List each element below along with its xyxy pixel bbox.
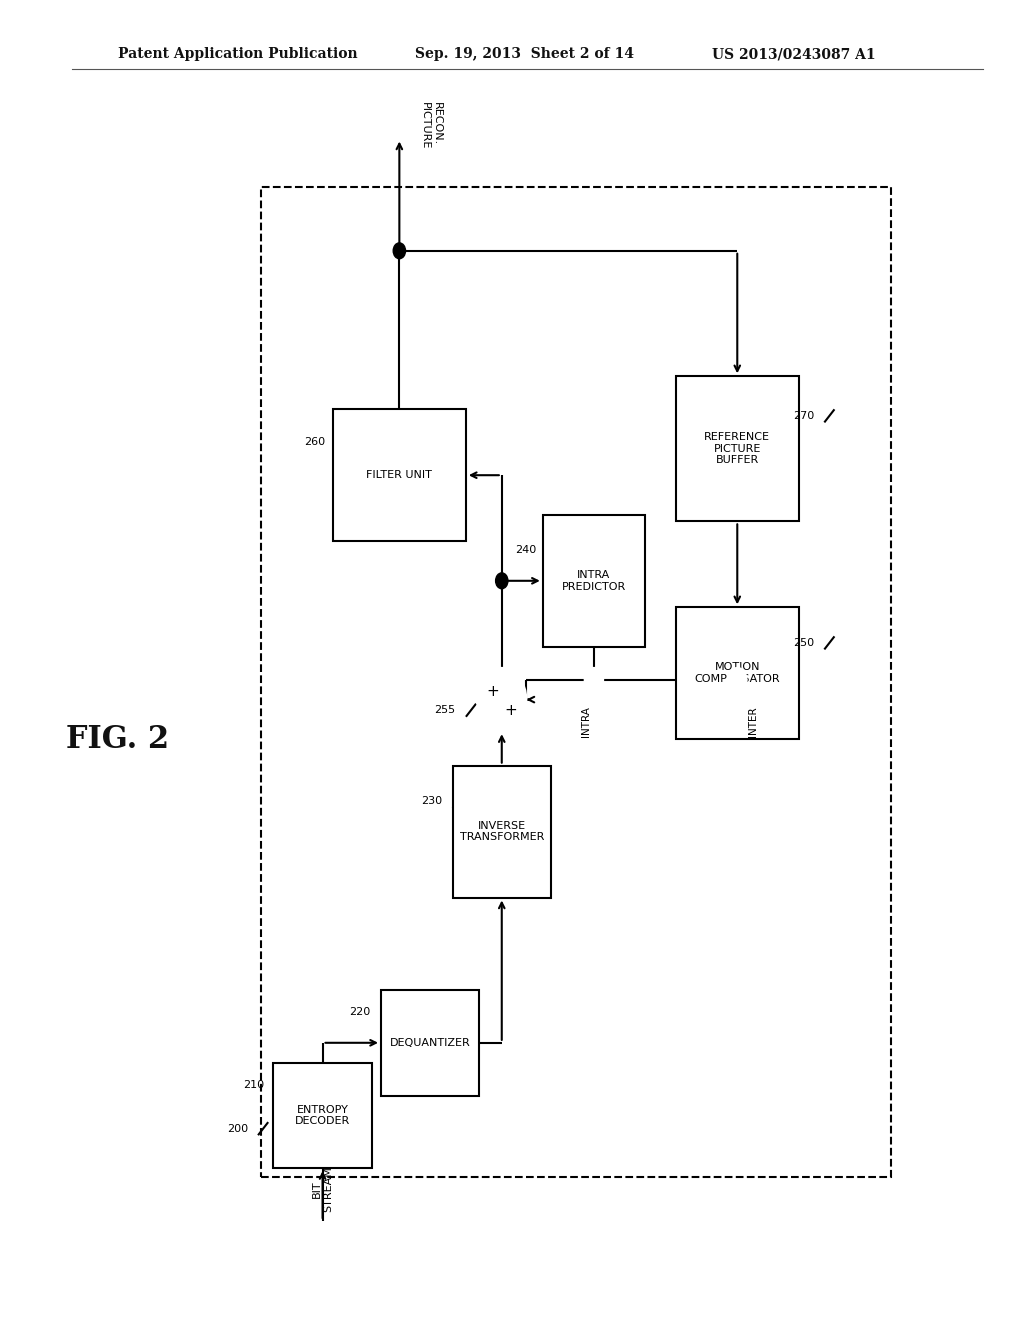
Circle shape bbox=[728, 668, 746, 692]
Text: Sep. 19, 2013  Sheet 2 of 14: Sep. 19, 2013 Sheet 2 of 14 bbox=[415, 48, 634, 61]
Text: INTRA: INTRA bbox=[581, 706, 591, 737]
Text: US 2013/0243087 A1: US 2013/0243087 A1 bbox=[712, 48, 876, 61]
Text: RECON.
PICTURE: RECON. PICTURE bbox=[420, 102, 441, 149]
Text: INTRA
PREDICTOR: INTRA PREDICTOR bbox=[562, 570, 626, 591]
Text: DEQUANTIZER: DEQUANTIZER bbox=[390, 1038, 470, 1048]
Text: Patent Application Publication: Patent Application Publication bbox=[118, 48, 357, 61]
Text: FIG. 2: FIG. 2 bbox=[67, 723, 169, 755]
Text: 250: 250 bbox=[793, 638, 814, 648]
FancyBboxPatch shape bbox=[676, 607, 799, 739]
Text: 255: 255 bbox=[434, 705, 456, 715]
Text: 220: 220 bbox=[349, 1007, 371, 1018]
Text: 210: 210 bbox=[243, 1080, 264, 1090]
Text: 230: 230 bbox=[421, 796, 442, 807]
FancyBboxPatch shape bbox=[333, 409, 466, 541]
Text: 240: 240 bbox=[515, 545, 537, 556]
Text: INVERSE
TRANSFORMER: INVERSE TRANSFORMER bbox=[460, 821, 544, 842]
FancyBboxPatch shape bbox=[381, 990, 479, 1096]
FancyBboxPatch shape bbox=[543, 515, 645, 647]
Circle shape bbox=[393, 243, 406, 259]
Text: FILTER UNIT: FILTER UNIT bbox=[367, 470, 432, 480]
Text: 270: 270 bbox=[793, 411, 814, 421]
FancyBboxPatch shape bbox=[453, 766, 551, 898]
Text: +: + bbox=[486, 684, 499, 700]
FancyBboxPatch shape bbox=[676, 376, 799, 521]
Circle shape bbox=[496, 573, 508, 589]
Text: INTER: INTER bbox=[748, 706, 758, 737]
FancyBboxPatch shape bbox=[273, 1063, 372, 1168]
Text: 200: 200 bbox=[226, 1123, 248, 1134]
Text: MOTION
COMPENSATOR: MOTION COMPENSATOR bbox=[694, 663, 780, 684]
Text: ENTROPY
DECODER: ENTROPY DECODER bbox=[295, 1105, 350, 1126]
Circle shape bbox=[585, 668, 603, 692]
Text: +: + bbox=[505, 702, 517, 718]
Text: BIT
STREAM: BIT STREAM bbox=[311, 1166, 334, 1212]
Text: REFERENCE
PICTURE
BUFFER: REFERENCE PICTURE BUFFER bbox=[705, 432, 770, 466]
Text: 260: 260 bbox=[304, 437, 326, 447]
Circle shape bbox=[477, 668, 526, 731]
